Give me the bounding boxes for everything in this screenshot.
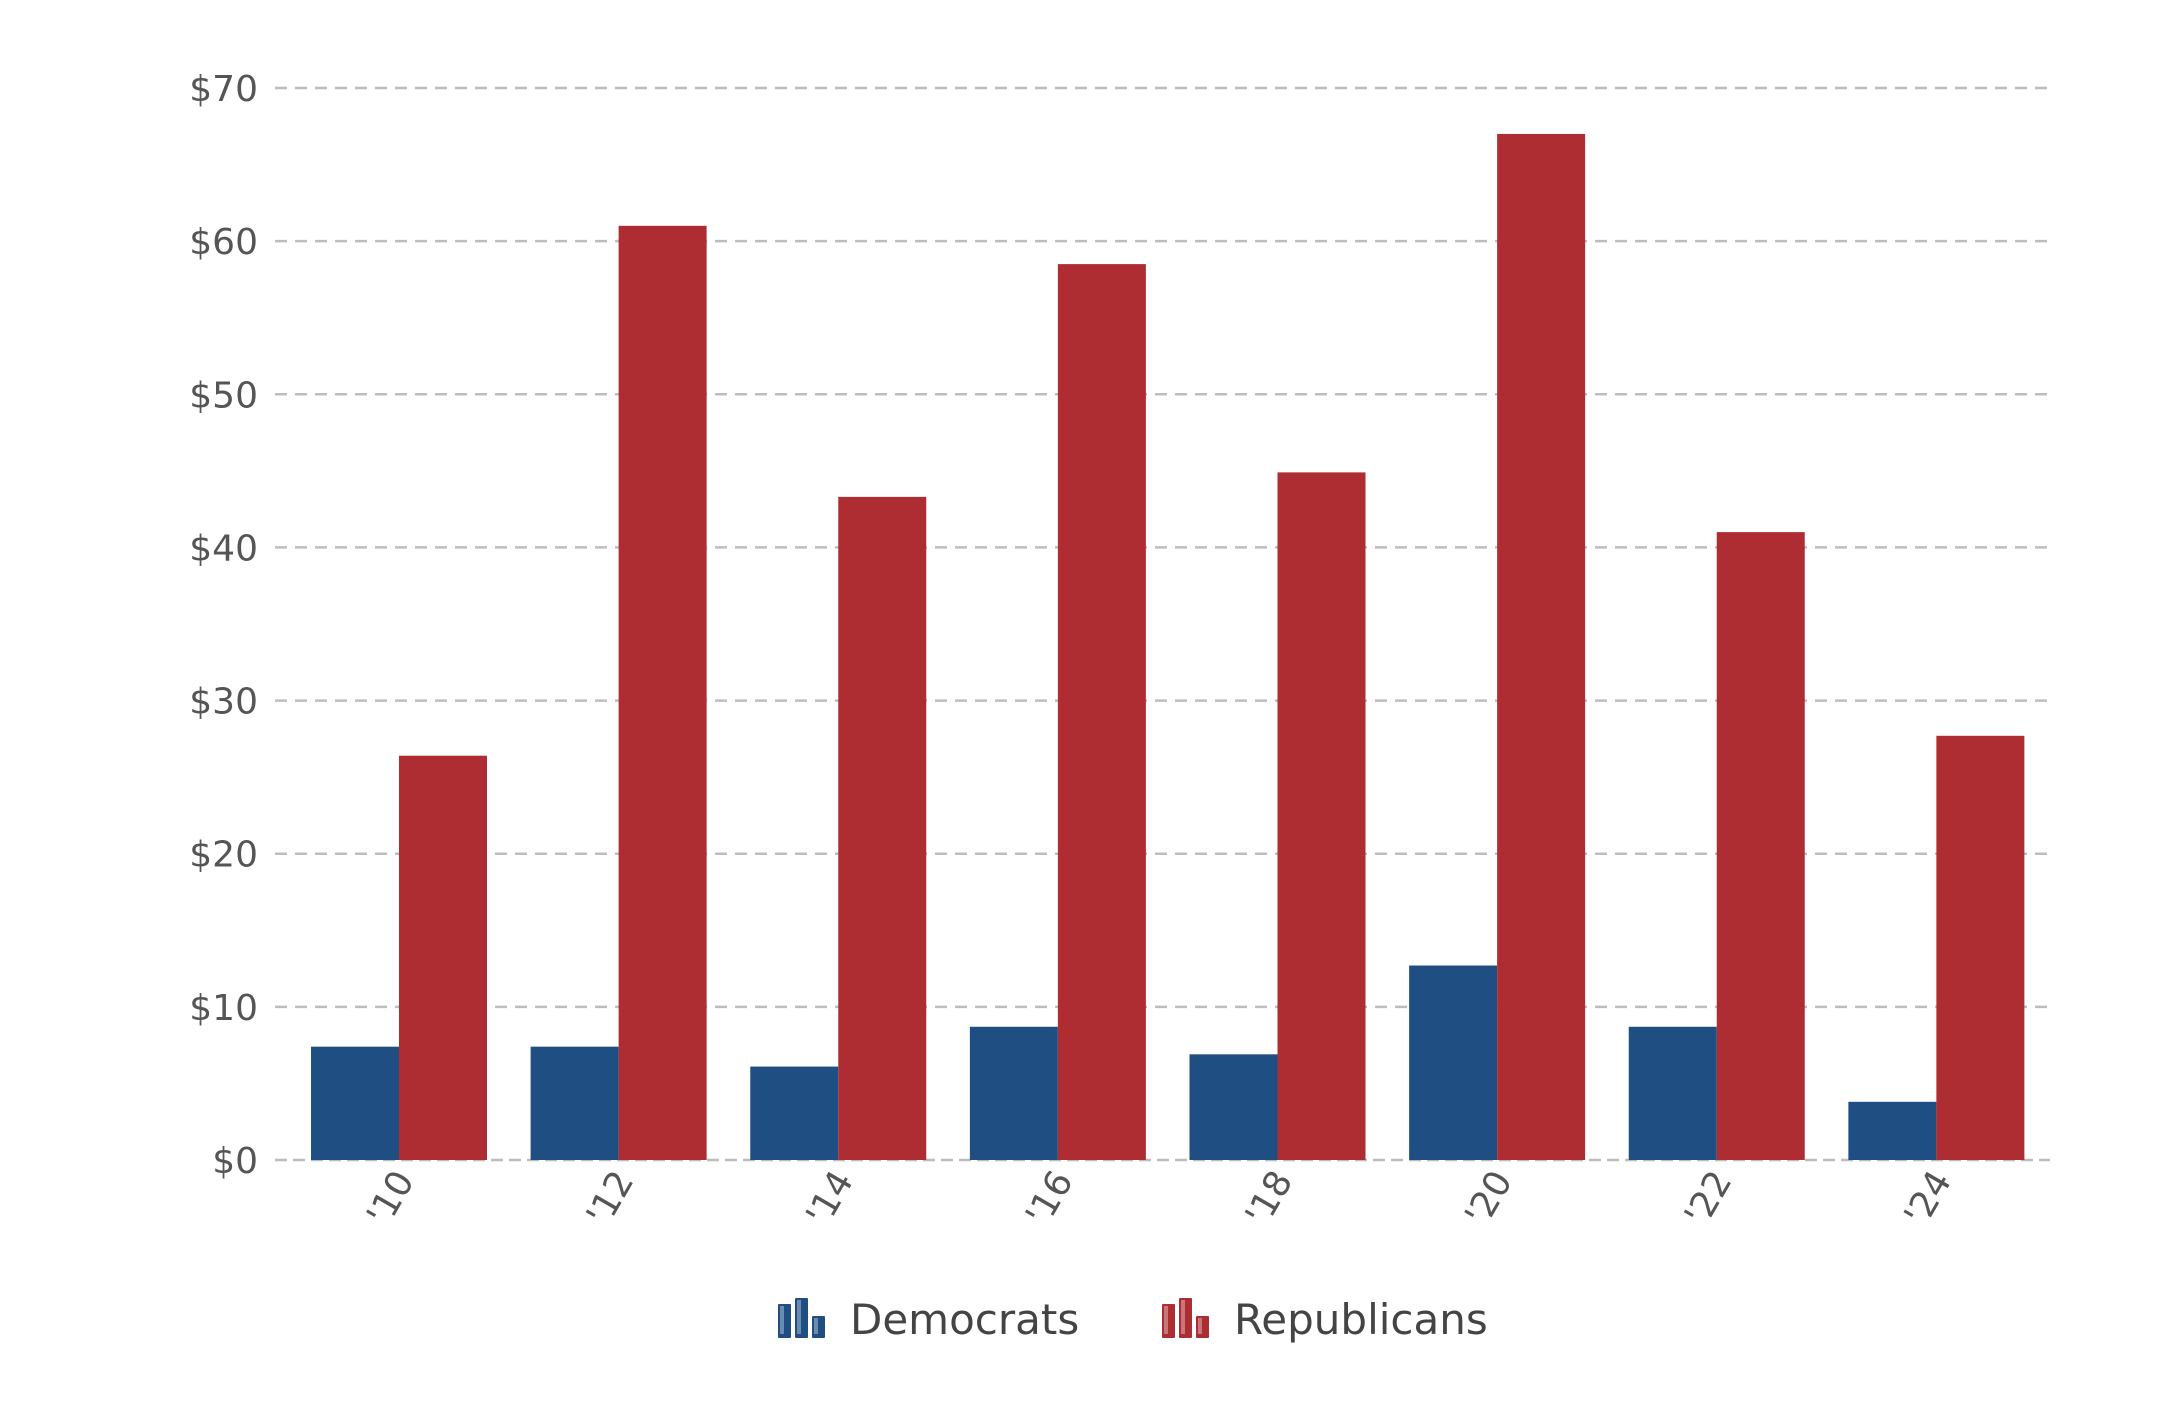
y-tick-label: $70 [189, 69, 258, 110]
x-tick-label: '22 [1677, 1164, 1740, 1233]
bar-republicans-7[interactable] [1936, 735, 2025, 1160]
x-tick-label: '18 [1238, 1164, 1301, 1233]
bar-democrats-0[interactable] [311, 1046, 399, 1160]
legend-label: Republicans [1234, 1295, 1488, 1344]
x-tick-label: '20 [1458, 1164, 1521, 1233]
y-tick-label: $20 [189, 835, 258, 876]
legend-item-democrats[interactable]: Democrats [778, 1295, 1079, 1344]
x-tick-label: '10 [359, 1164, 422, 1233]
bar-republicans-1[interactable] [618, 225, 707, 1161]
bar-republicans-3[interactable] [1057, 264, 1146, 1161]
legend-item-republicans[interactable]: Republicans [1162, 1295, 1488, 1344]
bar-republicans-0[interactable] [399, 755, 487, 1160]
bar-democrats-4[interactable] [1189, 1054, 1278, 1160]
bar-democrats-5[interactable] [1409, 965, 1498, 1160]
x-tick-label: '24 [1897, 1164, 1960, 1233]
bar-chart-icon [778, 1298, 825, 1338]
x-axis-ticks: '10 '12 '14 '16 '18 '20 '22 '24 [359, 1164, 1960, 1233]
bar-republicans-6[interactable] [1716, 532, 1805, 1160]
y-tick-label: $10 [189, 988, 258, 1029]
legend[interactable]: Democrats Republicans [778, 1295, 1488, 1344]
y-axis-ticks: $0 $10 $20 $30 $40 $50 $60 $70 [189, 69, 258, 1182]
legend-label: Democrats [850, 1295, 1079, 1344]
x-tick-label: '14 [799, 1164, 862, 1233]
bar-democrats-6[interactable] [1628, 1026, 1717, 1160]
x-tick-label: '12 [579, 1164, 642, 1233]
bar-democrats-2[interactable] [750, 1066, 839, 1160]
bar-democrats-7[interactable] [1848, 1101, 1937, 1160]
bar-republicans-2[interactable] [838, 496, 927, 1160]
bar-democrats-1[interactable] [530, 1046, 619, 1160]
bar-republicans-4[interactable] [1277, 472, 1366, 1161]
bars [311, 133, 2025, 1161]
y-tick-label: $50 [189, 375, 258, 416]
y-tick-label: $40 [189, 528, 258, 569]
bar-republicans-5[interactable] [1497, 133, 1586, 1160]
bar-democrats-3[interactable] [969, 1026, 1058, 1160]
bar-chart-icon [1162, 1298, 1209, 1338]
x-tick-label: '16 [1018, 1164, 1081, 1233]
y-tick-label: $60 [189, 222, 258, 263]
y-tick-label: $0 [212, 1141, 258, 1182]
y-tick-label: $30 [189, 682, 258, 723]
